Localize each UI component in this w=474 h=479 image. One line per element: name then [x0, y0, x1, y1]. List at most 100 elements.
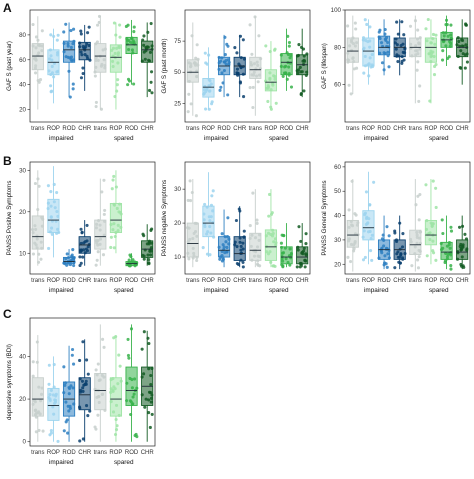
- data-point: [297, 225, 301, 229]
- data-point: [81, 66, 85, 70]
- box-spared-rod: [440, 241, 453, 260]
- box-spared-rop: [264, 69, 278, 92]
- data-point: [368, 25, 372, 29]
- data-point: [49, 429, 53, 433]
- data-point: [304, 232, 308, 236]
- box-spared-trans: [94, 219, 107, 250]
- box-impaired-rop: [202, 205, 215, 238]
- data-point: [431, 179, 435, 183]
- data-point: [463, 66, 467, 70]
- data-point: [126, 77, 131, 81]
- category-label: CHR: [296, 126, 310, 132]
- y-tick-label: 0: [23, 439, 27, 446]
- category-label: CHR: [456, 126, 470, 132]
- data-point: [39, 257, 43, 261]
- data-point: [353, 21, 357, 25]
- data-point: [218, 88, 222, 92]
- y-tick-label: 20: [19, 209, 26, 216]
- category-label: ROP: [109, 278, 122, 284]
- category-label: trans: [94, 278, 107, 284]
- panel-letter-b: B: [3, 154, 12, 168]
- data-point: [141, 232, 145, 236]
- data-point: [49, 190, 53, 194]
- y-tick-label: 10: [19, 250, 26, 257]
- data-point: [86, 31, 90, 35]
- data-point: [417, 255, 421, 259]
- data-point: [434, 186, 438, 190]
- data-point: [387, 65, 391, 69]
- y-tick-label: 60: [19, 57, 26, 64]
- data-point: [204, 61, 208, 65]
- data-point: [132, 25, 136, 29]
- data-point: [100, 190, 104, 194]
- data-point: [47, 363, 51, 367]
- category-label: ROP: [264, 278, 277, 284]
- category-label: CHR: [233, 278, 247, 284]
- box-impaired-rop: [47, 387, 60, 421]
- box-impaired-trans: [31, 215, 44, 250]
- data-point: [242, 95, 246, 99]
- data-point: [118, 364, 122, 368]
- data-point: [34, 71, 38, 75]
- data-point: [441, 49, 445, 53]
- category-label: trans: [249, 126, 262, 132]
- y-tick-label: 20: [19, 107, 26, 114]
- data-point: [187, 257, 191, 261]
- data-point: [37, 80, 41, 84]
- data-point: [241, 265, 245, 269]
- category-label: ROD: [62, 278, 76, 284]
- data-point: [449, 267, 453, 271]
- data-point: [372, 180, 376, 184]
- data-point: [150, 412, 154, 416]
- data-point: [364, 190, 368, 194]
- category-label: ROP: [47, 450, 60, 456]
- y-tick-label: 80: [19, 32, 26, 39]
- y-tick-label: 25: [174, 100, 181, 107]
- box-impaired-rod: [377, 35, 391, 56]
- data-point: [71, 87, 75, 91]
- data-point: [432, 73, 437, 77]
- data-point: [396, 32, 400, 36]
- category-label: trans: [409, 278, 422, 284]
- data-point: [94, 263, 98, 267]
- data-point: [109, 235, 113, 239]
- data-point: [40, 29, 44, 33]
- category-label: ROP: [109, 126, 122, 132]
- data-point: [195, 43, 199, 47]
- box-spared-trans: [94, 43, 107, 73]
- data-point: [147, 258, 151, 262]
- data-point: [188, 179, 192, 183]
- data-point: [81, 437, 85, 441]
- category-label: ROD: [217, 126, 231, 132]
- data-point: [242, 229, 246, 233]
- data-point: [134, 432, 138, 436]
- data-point: [267, 192, 272, 197]
- y-axis-label: GAF S (lifespan): [321, 43, 328, 89]
- category-label: ROD: [280, 278, 294, 284]
- data-point: [31, 22, 35, 27]
- category-label: ROD: [125, 450, 139, 456]
- box-impaired-rop: [362, 210, 375, 241]
- y-tick-label: 100: [331, 7, 342, 14]
- data-point: [380, 61, 385, 65]
- y-tick-label: 20: [334, 261, 341, 268]
- box-impaired-trans: [186, 222, 199, 258]
- group-label: spared: [269, 135, 289, 142]
- data-point: [303, 265, 307, 269]
- box-spared-rop: [424, 37, 438, 63]
- data-point: [96, 250, 100, 254]
- data-point: [434, 63, 438, 67]
- data-point: [304, 242, 308, 246]
- data-point: [424, 27, 428, 31]
- data-point: [47, 246, 51, 251]
- data-point: [434, 258, 438, 262]
- data-point: [56, 33, 60, 37]
- category-label: ROD: [217, 278, 231, 284]
- data-point: [72, 362, 76, 366]
- data-point: [68, 95, 72, 99]
- data-point: [189, 102, 193, 106]
- data-point: [79, 29, 83, 33]
